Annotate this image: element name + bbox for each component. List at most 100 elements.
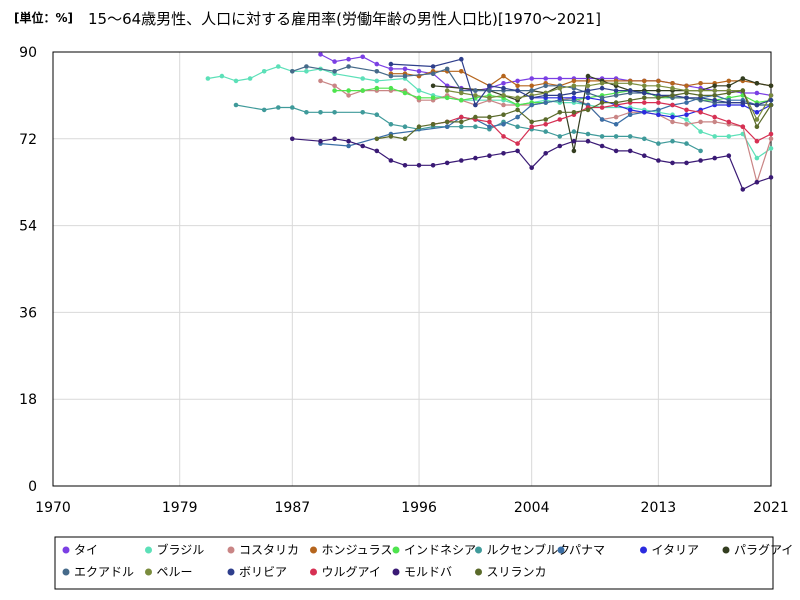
data-point — [318, 110, 323, 115]
data-point — [459, 69, 464, 74]
data-point — [515, 141, 520, 146]
x-tick-label: 2021 — [753, 500, 789, 516]
data-point — [261, 107, 267, 113]
legend-item: エクアドル — [62, 565, 134, 579]
series-line — [447, 82, 772, 121]
legend-marker — [62, 546, 70, 554]
data-point — [642, 110, 647, 115]
data-point — [459, 90, 464, 96]
data-point — [740, 100, 746, 105]
data-point — [712, 134, 717, 139]
legend-marker — [310, 546, 317, 554]
data-point — [571, 110, 577, 115]
data-point — [740, 124, 746, 129]
data-point — [360, 54, 366, 60]
data-point — [613, 100, 619, 105]
legend-item: ブラジル — [145, 542, 204, 557]
data-point — [698, 158, 703, 163]
data-point — [304, 110, 309, 115]
series-14 — [290, 136, 774, 192]
data-point — [670, 119, 675, 125]
legend-label: スリランカ — [487, 565, 547, 579]
data-point — [515, 88, 520, 93]
data-point — [599, 100, 605, 105]
data-point — [430, 71, 436, 76]
data-point — [670, 93, 675, 98]
data-point — [529, 83, 534, 89]
data-point — [416, 163, 422, 168]
data-point — [656, 95, 661, 101]
data-point — [642, 136, 647, 142]
data-point — [656, 112, 661, 117]
data-point — [332, 69, 337, 74]
data-point — [487, 119, 492, 125]
data-point — [543, 93, 548, 98]
data-point — [304, 69, 309, 74]
legend-item: ルクセンブルク — [475, 542, 570, 557]
data-point — [557, 117, 563, 122]
chart-title: 15～64歳男性、人口に対する雇用率(労働年齢の男性人口比)[1970～2021… — [88, 10, 601, 28]
data-point — [684, 112, 689, 117]
data-point — [627, 148, 633, 154]
data-point — [613, 122, 619, 127]
legend-label: ルクセンブルク — [487, 542, 571, 557]
data-point — [501, 151, 506, 156]
data-point — [402, 136, 408, 142]
data-point — [613, 148, 619, 154]
data-point — [515, 83, 520, 89]
data-point — [374, 78, 380, 84]
data-point — [529, 95, 534, 101]
data-point — [444, 66, 450, 72]
data-point — [501, 93, 506, 98]
data-point — [599, 85, 605, 91]
data-point — [473, 93, 478, 98]
data-point — [656, 88, 661, 93]
data-point — [726, 100, 732, 105]
legend-label: インドネシア — [404, 543, 476, 557]
legend-label: モルドバ — [404, 565, 452, 579]
data-point — [726, 119, 732, 125]
data-point — [374, 61, 380, 67]
data-point — [332, 110, 337, 115]
data-point — [627, 107, 633, 113]
data-point — [599, 134, 605, 139]
legend-label: パラグアイ — [734, 543, 793, 557]
legend-marker — [62, 568, 70, 576]
data-point — [529, 76, 534, 81]
data-point — [557, 93, 563, 98]
data-point — [698, 110, 703, 115]
data-point — [529, 102, 534, 108]
data-point — [360, 110, 366, 115]
data-point — [684, 141, 689, 146]
data-point — [332, 83, 337, 89]
data-point — [529, 165, 534, 170]
data-point — [684, 83, 689, 89]
legend-marker — [392, 546, 400, 554]
data-point — [698, 93, 703, 98]
legend-label: ボリビア — [239, 565, 287, 579]
series-6 — [233, 102, 703, 154]
data-point — [459, 114, 464, 120]
data-point — [656, 107, 661, 113]
data-point — [388, 158, 394, 163]
legend-label: コスタリカ — [239, 543, 299, 557]
data-point — [656, 141, 661, 146]
data-point — [613, 81, 619, 86]
legend-label: ペルー — [157, 565, 193, 579]
data-point — [768, 131, 774, 137]
data-point — [768, 83, 774, 89]
data-point — [698, 81, 703, 86]
data-point — [346, 64, 351, 69]
data-point — [557, 76, 563, 81]
data-point — [557, 134, 563, 139]
legend-label: ウルグアイ — [322, 565, 381, 579]
data-point — [712, 114, 717, 120]
data-point — [571, 148, 577, 154]
data-point — [712, 155, 717, 161]
data-point — [627, 81, 633, 86]
data-point — [487, 124, 492, 129]
data-point — [627, 134, 633, 139]
data-point — [430, 122, 436, 127]
data-point — [346, 56, 351, 62]
